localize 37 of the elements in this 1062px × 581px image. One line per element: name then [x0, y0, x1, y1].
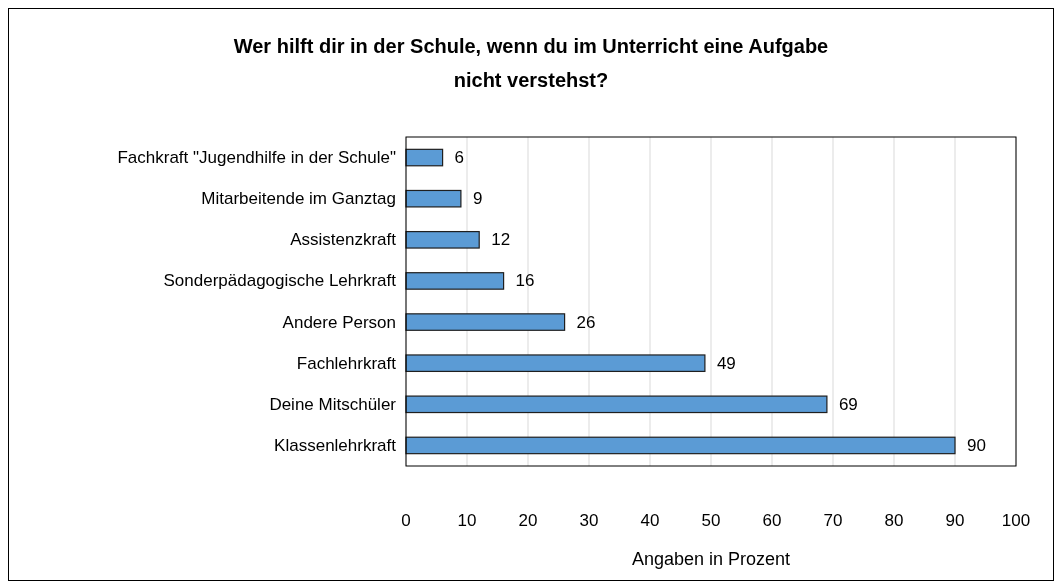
- x-tick-label: 90: [945, 511, 965, 530]
- x-axis-title: Angaben in Prozent: [631, 549, 791, 569]
- data-label: 9: [472, 189, 483, 209]
- y-tick-label: Deine Mitschüler: [269, 394, 397, 414]
- bar: [405, 436, 956, 455]
- data-label: 49: [716, 353, 736, 373]
- y-tick-label: Sonderpädagogische Lehrkraft: [163, 271, 397, 291]
- data-label: 69: [838, 394, 858, 414]
- data-label: 90: [967, 435, 986, 455]
- y-tick-label: Klassenlehrkraft: [274, 435, 397, 455]
- x-tick-label: 0: [401, 511, 411, 530]
- bar: [405, 272, 505, 290]
- bar: [405, 313, 566, 331]
- y-tick-label: Assistenzkraft: [290, 230, 397, 250]
- bar: [405, 230, 480, 249]
- y-tick-label: Mitarbeitende im Ganztag: [201, 189, 396, 209]
- y-tick-label: Andere Person: [282, 312, 396, 332]
- data-label: 6: [454, 148, 465, 168]
- y-tick-label: Fachkraft "Jugendhilfe in der Schule": [117, 148, 396, 168]
- data-label: 26: [576, 312, 596, 332]
- x-tick-label: 50: [701, 511, 721, 530]
- bar: [405, 189, 462, 208]
- x-tick-label: 80: [884, 511, 904, 530]
- x-tick-label: 100: [1001, 511, 1031, 530]
- bar: [405, 354, 706, 373]
- x-tick-label: 70: [823, 511, 843, 530]
- data-label: 12: [491, 230, 511, 250]
- x-tick-label: 60: [762, 511, 782, 530]
- chart-title: Wer hilft dir in der Schule, wenn du im Unterricht eine Aufgabe nicht verstehst?: [233, 35, 829, 91]
- x-tick-label: 30: [579, 511, 599, 530]
- bar: [405, 395, 828, 414]
- x-tick-label: 20: [518, 511, 538, 530]
- y-tick-label: Fachlehrkraft: [296, 353, 397, 373]
- data-label: 16: [515, 271, 535, 291]
- x-tick-label: 40: [640, 511, 660, 530]
- bar: [405, 148, 444, 167]
- x-tick-label: 10: [457, 511, 477, 530]
